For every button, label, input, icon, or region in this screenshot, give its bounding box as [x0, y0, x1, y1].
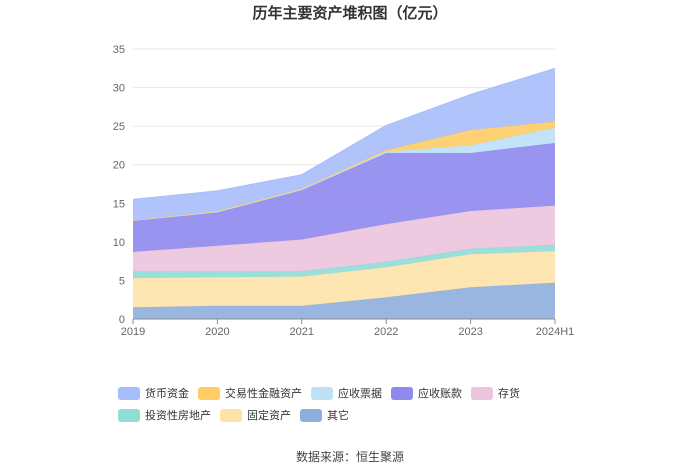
area-series-交易性金融资产 [133, 121, 555, 221]
area-series-存货 [133, 205, 555, 272]
x-tick-label: 2020 [205, 326, 229, 338]
chart-legend: 货币资金 交易性金融资产 应收票据 应收账款 存货投资性房地产 固定资产 其它 [118, 386, 588, 430]
stacked-area-chart: 0 5 10 15 20 25 30 35 2019 2020 2021 2022 2023 2024H1 [113, 44, 575, 338]
x-tick-label: 2024H1 [536, 326, 575, 338]
data-source: 数据来源：恒生聚源 [295, 450, 404, 464]
legend-item[interactable]: 货币资金 [118, 386, 189, 400]
legend-swatch [118, 408, 140, 422]
legend-swatch [471, 386, 493, 400]
y-tick-label: 20 [113, 160, 125, 172]
x-tick-label: 2021 [290, 326, 314, 338]
legend-label: 应收账款 [418, 388, 462, 400]
legend-swatch [311, 386, 333, 400]
area-series-应收账款 [133, 143, 555, 252]
area-series-货币资金 [133, 68, 555, 221]
chart-title: 历年主要资产堆积图（亿元） [252, 5, 448, 22]
area-series-应收票据 [133, 127, 555, 221]
legend-label: 应收票据 [338, 388, 382, 400]
legend-label: 投资性房地产 [145, 410, 211, 422]
legend-swatch [118, 386, 140, 400]
x-tick-label: 2019 [121, 326, 145, 338]
area-edge-货币资金 [132, 67, 556, 200]
x-tick-label: 2023 [458, 326, 482, 338]
area-series-投资性房地产 [133, 244, 555, 279]
area-series-固定资产 [133, 251, 555, 308]
y-tick-label: 25 [113, 121, 125, 133]
legend-item[interactable]: 存货 [471, 386, 520, 400]
legend-item[interactable]: 应收账款 [391, 386, 462, 400]
legend-swatch [198, 386, 220, 400]
legend-item[interactable]: 交易性金融资产 [198, 386, 302, 400]
axis-layer: 0 5 10 15 20 25 30 35 2019 2020 2021 2022 2023 2024H1 [113, 44, 575, 338]
legend-swatch [300, 408, 322, 422]
y-tick-label: 15 [113, 198, 125, 210]
area-layer [132, 67, 556, 319]
legend-item[interactable]: 投资性房地产 [118, 408, 211, 422]
legend-item[interactable]: 其它 [300, 408, 349, 422]
area-series-其它 [133, 282, 555, 319]
x-tick-label: 2022 [374, 326, 398, 338]
y-tick-label: 0 [119, 314, 125, 326]
legend-label: 固定资产 [247, 410, 291, 422]
legend-label: 存货 [498, 388, 520, 400]
legend-swatch [391, 386, 413, 400]
legend-item[interactable]: 固定资产 [220, 408, 291, 422]
y-tick-label: 30 [113, 83, 125, 95]
legend-label: 货币资金 [145, 388, 189, 400]
legend-item[interactable]: 应收票据 [311, 386, 382, 400]
y-tick-label: 5 [119, 275, 125, 287]
legend-label: 交易性金融资产 [225, 388, 302, 400]
legend-swatch [220, 408, 242, 422]
y-tick-label: 35 [113, 44, 125, 56]
legend-label: 其它 [327, 410, 349, 422]
y-tick-label: 10 [113, 237, 125, 249]
